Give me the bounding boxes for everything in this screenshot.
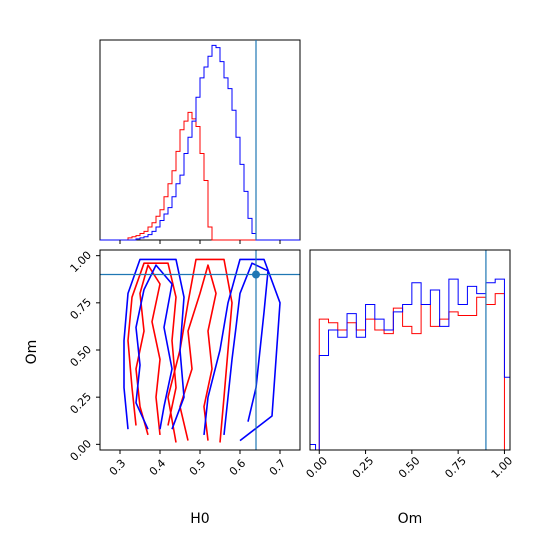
- om-axis-label: Om: [24, 340, 40, 365]
- h0-x-tick-label: 0.4: [147, 457, 169, 479]
- contour-red-4: [127, 262, 177, 426]
- contour-blue-3: [203, 258, 281, 442]
- om-y-tick-label: 0.50: [68, 343, 95, 370]
- om-histogram-series-blue: [310, 278, 510, 450]
- contour-blue-4: [123, 258, 185, 430]
- contour-red-1: [135, 264, 161, 436]
- om-x-tick-label: 0.00: [304, 454, 331, 481]
- h0-histogram-series-red: [100, 111, 300, 241]
- om-histogram-panel: 0.00 0.25 0.50 0.75 1.00 Om: [304, 249, 516, 527]
- om-x-tick-label: 0.25: [350, 454, 377, 481]
- h0-x-tick-label: 0.6: [227, 457, 249, 479]
- om-x-axis-label: Om: [398, 511, 423, 527]
- om-x-tick-label: 0.75: [442, 454, 469, 481]
- contour-truth-marker: [252, 270, 260, 279]
- om-histogram-lines: [310, 278, 510, 450]
- om-y-tick-label: 0.25: [68, 390, 95, 417]
- om-y-tick-label: 0.00: [68, 437, 95, 464]
- om-x-tick-label: 0.50: [396, 454, 423, 481]
- om-y-tick-label: 1.00: [68, 249, 95, 276]
- contour-blue-2: [223, 262, 269, 435]
- h0-histogram-series-blue: [100, 44, 300, 241]
- om-histogram-series-red: [310, 293, 510, 450]
- h0-axis-label: H0: [190, 511, 209, 527]
- om-y-tick-label: 0.75: [68, 296, 95, 323]
- h0-x-tick-label: 0.3: [107, 457, 129, 479]
- h0-om-contour-panel: 0.3 0.4 0.5 0.6 0.7 0.00 0.25 0.50 0.75 1.00 H0 Om: [24, 249, 301, 527]
- om-histogram-frame: [309, 249, 511, 451]
- h0-x-tick-label: 0.7: [267, 457, 289, 479]
- h0-x-tick-label: 0.5: [187, 457, 209, 479]
- om-x-tick-label: 1.00: [489, 454, 516, 481]
- contour-lines: [123, 258, 281, 443]
- h0-om-contour-frame: [99, 249, 301, 451]
- contour-blue-1: [135, 264, 173, 430]
- contour-red-2: [179, 264, 217, 441]
- h0-histogram-panel: [99, 39, 301, 244]
